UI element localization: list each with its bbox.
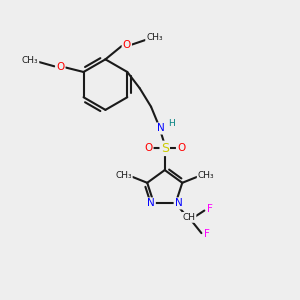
Text: H: H xyxy=(169,119,175,128)
Text: CH: CH xyxy=(182,213,196,222)
Text: N: N xyxy=(157,124,165,134)
Text: F: F xyxy=(204,229,210,239)
Text: O: O xyxy=(144,143,152,153)
Text: CH₃: CH₃ xyxy=(198,171,214,180)
Text: F: F xyxy=(207,204,213,214)
Text: CH₃: CH₃ xyxy=(146,33,163,42)
Text: O: O xyxy=(56,62,64,72)
Text: CH₃: CH₃ xyxy=(22,56,38,65)
Text: S: S xyxy=(161,142,169,155)
Text: O: O xyxy=(123,40,131,50)
Text: CH₃: CH₃ xyxy=(115,171,132,180)
Text: O: O xyxy=(177,143,185,153)
Text: N: N xyxy=(175,198,182,208)
Text: N: N xyxy=(147,198,155,208)
